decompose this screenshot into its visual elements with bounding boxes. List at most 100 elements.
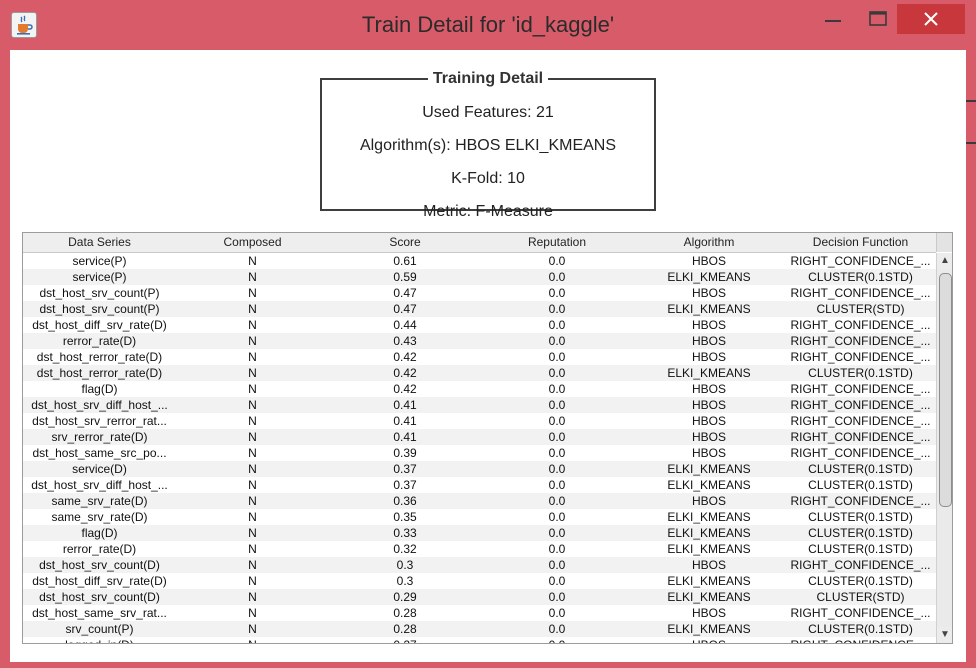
table-row[interactable]: dst_host_same_srv_rat... N 0.28 0.0 HBOS RIGH… [23, 605, 936, 621]
table-cell: RIGHT_CONFIDENCE_... [790, 286, 931, 300]
table-row[interactable]: rerror_rate(D) N 0.43 0.0 HBOS RIGHT_CONFIDEN… [23, 333, 936, 349]
table-cell: 0.0 [548, 622, 566, 636]
table-cell: dst_host_same_src_po... [32, 446, 167, 460]
table-cell: 0.0 [548, 510, 566, 524]
table-cell: dst_host_srv_rerror_rat... [32, 414, 167, 428]
scroll-up-arrow-icon[interactable]: ▲ [937, 253, 952, 269]
dialog-content: Training Detail Used Features: 21 Algori… [10, 50, 966, 662]
table-cell: dst_host_diff_srv_rate(D) [32, 318, 167, 332]
table-cell: N [248, 494, 257, 508]
metric-label: Metric: F-Measure [423, 203, 553, 220]
window-title: Train Detail for 'id_kaggle' [361, 12, 615, 37]
table-cell: dst_host_srv_count(P) [39, 286, 160, 300]
table-row[interactable]: dst_host_srv_diff_host_... N 0.41 0.0 HBOS RI… [23, 397, 936, 413]
table-cell: N [248, 270, 257, 284]
table-cell: 0.0 [548, 254, 566, 268]
table-cell: 0.0 [548, 542, 566, 556]
table-cell: HBOS [691, 350, 726, 364]
table-cell: rerror_rate(D) [62, 334, 137, 348]
table-row[interactable]: dst_host_srv_count(P) N 0.47 0.0 ELKI_KMEANS… [23, 301, 936, 317]
table-cell: service(P) [72, 254, 127, 268]
table-cell: RIGHT_CONFIDENCE_... [790, 430, 931, 444]
maximize-button[interactable] [860, 4, 896, 34]
table-row[interactable]: service(P) N 0.61 0.0 HBOS RIGHT_CONFIDENCE_.… [23, 253, 936, 269]
table-cell: N [176, 637, 329, 643]
scroll-down-arrow-icon[interactable]: ▼ [937, 627, 952, 643]
column-header-composed[interactable]: Composed [223, 235, 282, 249]
vertical-scrollbar[interactable]: ▲ ▼ [936, 253, 952, 643]
table-cell: dst_host_rerror_rate(D) [36, 350, 163, 364]
title-bar[interactable]: Train Detail for 'id_kaggle' [0, 0, 976, 50]
table-cell: 0.47 [393, 286, 417, 300]
table-cell: 0.0 [548, 286, 566, 300]
column-header-score[interactable]: Score [389, 235, 421, 249]
table-cell: 0.0 [548, 366, 566, 380]
table-row[interactable]: same_srv_rate(D) N 0.35 0.0 ELKI_KMEANS CLUST… [23, 509, 936, 525]
scrollbar-thumb[interactable] [939, 273, 952, 507]
table-cell: N [248, 430, 257, 444]
table-row[interactable]: rerror_rate(D) N 0.32 0.0 ELKI_KMEANS CLUSTER… [23, 541, 936, 557]
train-results-table[interactable]: Data Series Composed Score Reputation Al… [22, 232, 953, 644]
table-cell: N [248, 302, 257, 316]
table-cell: N [248, 446, 257, 460]
table-cell: dst_host_diff_srv_rate(D) [32, 574, 167, 588]
table-cell: N [248, 606, 257, 620]
table-row[interactable]: dst_host_srv_count(D) N 0.29 0.0 ELKI_KMEANS… [23, 589, 936, 605]
table-row[interactable]: logged_in(D)N0.270.0HBOSRIGHT_CONFIDENCE… [23, 637, 936, 643]
close-icon [924, 12, 938, 26]
table-cell: 0.0 [548, 430, 566, 444]
table-cell: RIGHT_CONFIDENCE_... [790, 414, 931, 428]
table-cell: RIGHT_CONFIDENCE_... [790, 558, 931, 572]
table-row[interactable]: dst_host_diff_srv_rate(D) N 0.44 0.0 HBOS RIG… [23, 317, 936, 333]
column-header-reputation[interactable]: Reputation [527, 235, 587, 249]
table-cell: HBOS [691, 286, 726, 300]
java-cup-icon[interactable] [11, 12, 37, 38]
table-cell: N [248, 382, 257, 396]
table-row[interactable]: dst_host_srv_diff_host_... N 0.37 0.0 ELKI_K… [23, 477, 936, 493]
table-cell: CLUSTER(0.1STD) [808, 478, 913, 492]
table-row[interactable]: dst_host_diff_srv_rate(D) N 0.3 0.0 ELKI_KME… [23, 573, 936, 589]
table-cell: 0.37 [393, 478, 417, 492]
table-cell: RIGHT_CONFIDENCE_... [790, 606, 931, 620]
table-cell: HBOS [691, 414, 726, 428]
table-row[interactable]: service(P) N 0.59 0.0 ELKI_KMEANS CLUSTER(0.1… [23, 269, 936, 285]
table-cell: dst_host_rerror_rate(D) [36, 366, 163, 380]
table-cell: RIGHT_CONFIDENCE_... [790, 382, 931, 396]
table-row[interactable]: flag(D) N 0.42 0.0 HBOS RIGHT_CONFIDENCE_... [23, 381, 936, 397]
table-header[interactable]: Data Series Composed Score Reputation Al… [23, 233, 936, 253]
table-cell: N [248, 318, 257, 332]
table-row[interactable]: dst_host_srv_count(D) N 0.3 0.0 HBOS RIGHT_CO… [23, 557, 936, 573]
table-cell: 0.0 [548, 526, 566, 540]
column-header-decision-function[interactable]: Decision Function [812, 235, 909, 249]
table-body[interactable]: service(P) N 0.61 0.0 HBOS RIGHT_CONFIDENCE_.… [23, 253, 936, 643]
table-row[interactable]: dst_host_rerror_rate(D) N 0.42 0.0 ELKI_KMEA… [23, 365, 936, 381]
table-row[interactable]: service(D) N 0.37 0.0 ELKI_KMEANS CLUSTER(0.1… [23, 461, 936, 477]
table-cell: HBOS [691, 382, 726, 396]
table-cell: 0.41 [393, 430, 417, 444]
table-row[interactable]: same_srv_rate(D) N 0.36 0.0 HBOS RIGHT_CONFID… [23, 493, 936, 509]
table-row[interactable]: srv_count(P) N 0.28 0.0 ELKI_KMEANS CLUSTER(0… [23, 621, 936, 637]
table-cell: RIGHT_CONFIDENCE_... [790, 334, 931, 348]
table-row[interactable]: srv_rerror_rate(D) N 0.41 0.0 HBOS RIGHT_CONF… [23, 429, 936, 445]
table-cell: 0.0 [548, 382, 566, 396]
table-cell: HBOS [691, 254, 726, 268]
table-cell: 0.0 [548, 270, 566, 284]
table-cell: dst_host_same_srv_rat... [32, 606, 167, 620]
table-cell: 0.0 [481, 637, 633, 643]
table-row[interactable]: dst_host_srv_rerror_rat... N 0.41 0.0 HBOS RI… [23, 413, 936, 429]
table-row[interactable]: dst_host_rerror_rate(D) N 0.42 0.0 HBOS RIGHT… [23, 349, 936, 365]
table-cell: CLUSTER(0.1STD) [808, 526, 913, 540]
table-row[interactable]: dst_host_same_src_po... N 0.39 0.0 HBOS RIGHT… [23, 445, 936, 461]
table-row[interactable]: dst_host_srv_count(P) N 0.47 0.0 HBOS RIGHT_C… [23, 285, 936, 301]
table-cell: N [248, 590, 257, 604]
close-button[interactable] [897, 4, 965, 34]
table-cell: HBOS [691, 318, 726, 332]
minimize-button[interactable] [818, 4, 848, 34]
table-row[interactable]: flag(D) N 0.33 0.0 ELKI_KMEANS CLUSTER(0.1STD… [23, 525, 936, 541]
column-header-algorithm[interactable]: Algorithm [683, 235, 735, 249]
table-cell: HBOS [691, 446, 726, 460]
table-cell: CLUSTER(0.1STD) [808, 622, 913, 636]
column-header-data-series[interactable]: Data Series [68, 235, 131, 249]
table-cell: 0.0 [548, 446, 566, 460]
table-cell: HBOS [691, 558, 726, 572]
